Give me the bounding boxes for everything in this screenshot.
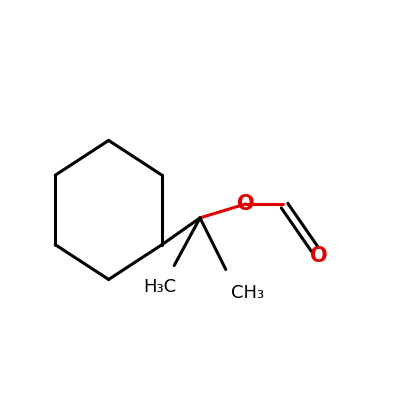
Text: O: O <box>310 246 328 266</box>
Text: CH₃: CH₃ <box>231 284 264 302</box>
Text: O: O <box>237 194 254 214</box>
Text: H₃C: H₃C <box>144 278 177 296</box>
